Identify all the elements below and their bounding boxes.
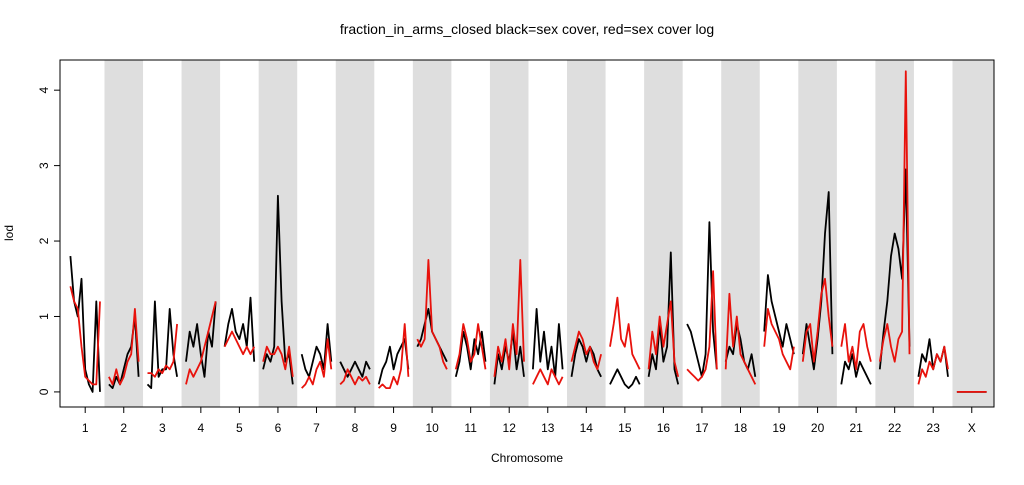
y-tick-label-3: 3 [37, 162, 51, 169]
x-tick-label-4: 4 [197, 421, 204, 435]
chart-title: fraction_in_arms_closed black=sex cover,… [340, 21, 714, 37]
red-line-chr-3 [147, 323, 178, 378]
x-tick-label-16: 16 [657, 421, 671, 435]
red-line-chr-9 [378, 323, 410, 390]
red-line-chr-7 [301, 338, 333, 389]
red-line-chr-17 [686, 270, 718, 382]
black-line-chr-20 [801, 191, 834, 371]
y-tick-label-2: 2 [37, 237, 51, 244]
x-tick-label-5: 5 [236, 421, 243, 435]
black-line-chr-1 [69, 256, 101, 393]
x-tick-label-20: 20 [811, 421, 825, 435]
y-tick-label-4: 4 [37, 87, 51, 94]
x-tick-label-7: 7 [313, 421, 320, 435]
red-line-chr-13 [532, 368, 564, 386]
x-tick-label-9: 9 [390, 421, 397, 435]
x-axis-label: Chromosome [491, 451, 563, 465]
red-line-chr-10 [416, 258, 448, 370]
red-line-chr-2 [108, 307, 140, 386]
red-line-chr-11 [454, 323, 487, 370]
x-tick-label-21: 21 [849, 421, 863, 435]
black-line-chr-8 [339, 360, 371, 378]
x-tick-label-10: 10 [425, 421, 439, 435]
red-line-chr-21 [840, 323, 872, 371]
x-tick-label-14: 14 [580, 421, 594, 435]
red-series [69, 70, 987, 393]
black-line-chr-13 [532, 307, 564, 378]
red-line-chr-15 [609, 296, 641, 370]
x-tick-label-1: 1 [82, 421, 89, 435]
red-line-chr-1 [69, 286, 101, 386]
x-tick-label-6: 6 [275, 421, 282, 435]
x-tick-label-19: 19 [772, 421, 786, 435]
x-tick-label-2: 2 [120, 421, 127, 435]
y-tick-label-0: 0 [37, 388, 51, 395]
x-tick-label-23: 23 [927, 421, 941, 435]
x-tick-label-8: 8 [352, 421, 359, 435]
x-axis: 1 2 3 4 5 6 7 8 9 10 11 12 13 14 15 16 17 18 19 20 21 22 23 X [82, 407, 976, 435]
chromosome-band-10 [412, 60, 452, 407]
x-tick-label-12: 12 [503, 421, 517, 435]
y-axis: 0 1 2 3 4 [37, 87, 60, 395]
y-tick-label-1: 1 [37, 313, 51, 320]
x-tick-label-13: 13 [541, 421, 555, 435]
red-line-chr-4 [185, 301, 217, 385]
red-line-chr-6 [262, 345, 294, 377]
red-line-chr-20 [801, 277, 834, 363]
x-tick-label-22: 22 [888, 421, 902, 435]
x-tick-label-3: 3 [159, 421, 166, 435]
x-tick-label-11: 11 [464, 421, 477, 435]
red-line-chr-23 [917, 345, 949, 385]
black-line-chr-3 [146, 300, 178, 390]
chromosome-band-6 [258, 60, 298, 407]
chromosome-bands [104, 60, 994, 407]
x-tick-label-X: X [968, 421, 976, 435]
x-tick-label-17: 17 [695, 421, 709, 435]
black-line-chr-7 [300, 323, 333, 378]
black-line-chr-15 [609, 368, 641, 390]
black-line-chr-4 [185, 301, 217, 378]
y-axis-label: lod [2, 225, 16, 241]
red-line-chr-14 [570, 330, 602, 371]
red-line-chr-5 [223, 330, 256, 356]
red-line-chr-16 [647, 300, 680, 378]
black-line-chr-19 [763, 274, 795, 355]
chromosome-band-14 [567, 60, 606, 407]
chromosome-band-8 [335, 60, 375, 407]
red-line-chr-18 [724, 292, 757, 385]
chromosome-band-X [952, 60, 994, 407]
plot-frame [59, 59, 995, 408]
black-line-chr-14 [570, 338, 602, 378]
red-line-chr-22 [878, 70, 911, 363]
red-line-chr-8 [339, 368, 371, 386]
black-line-chr-21 [840, 353, 872, 385]
black-line-chr-5 [223, 296, 256, 362]
black-line-chr-18 [724, 323, 757, 377]
x-tick-label-18: 18 [734, 421, 748, 435]
x-tick-label-15: 15 [618, 421, 632, 435]
red-line-chr-19 [763, 307, 795, 371]
red-line-chr-12 [493, 258, 525, 377]
chromosome-band-12 [489, 60, 529, 407]
